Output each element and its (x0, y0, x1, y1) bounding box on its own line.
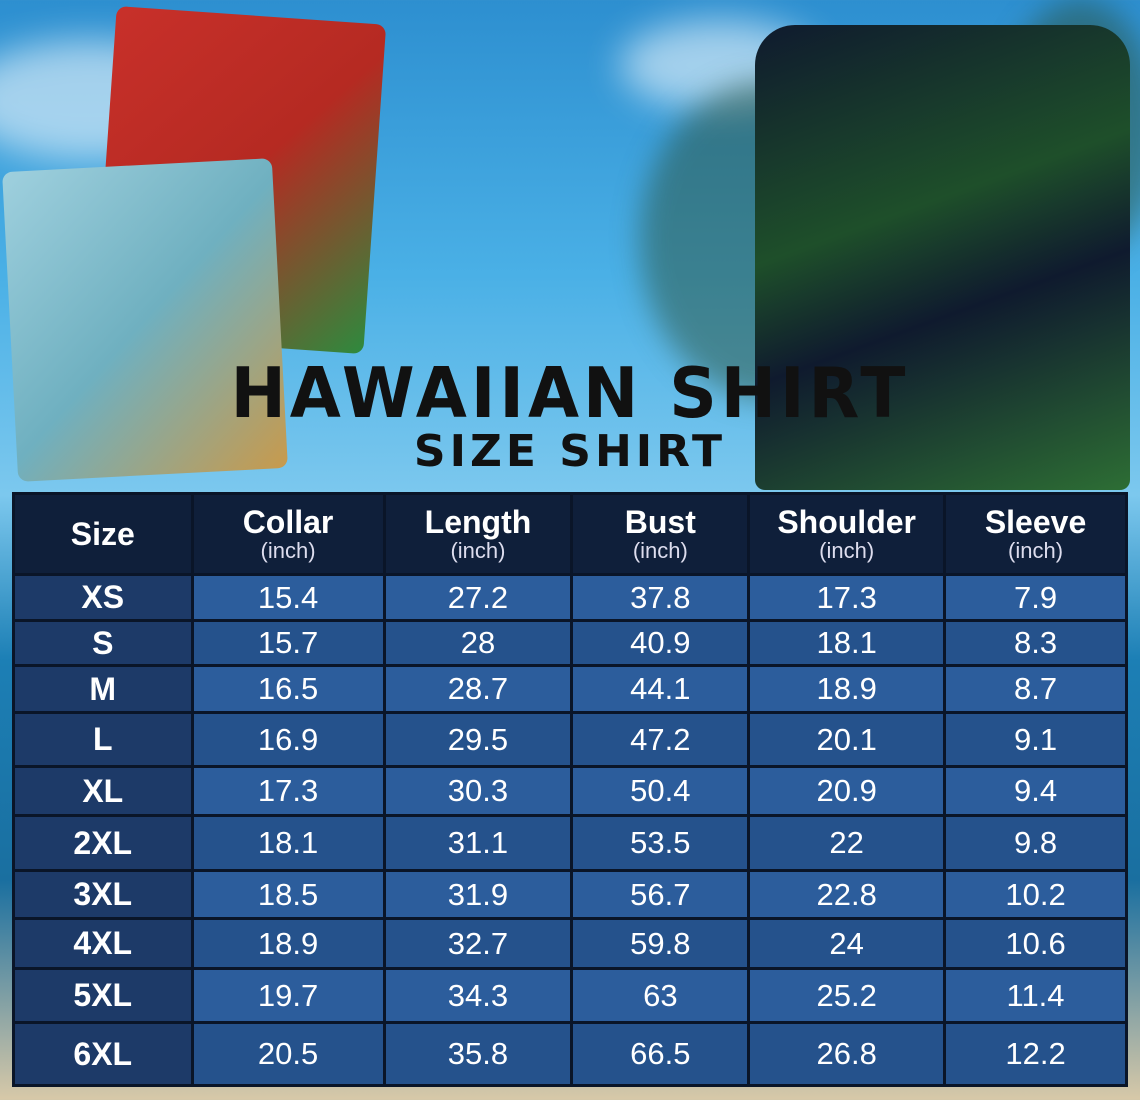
measurement-cell: 31.1 (382, 814, 574, 872)
size-cell: M (12, 664, 194, 714)
measurement-cell: 28 (382, 619, 574, 667)
page-subtitle: SIZE SHIRT (413, 426, 727, 477)
measurement-cell: 15.4 (190, 573, 386, 622)
measurement-cell: 30.3 (382, 765, 574, 817)
size-cell: S (12, 619, 194, 667)
column-header-unit: (inch) (450, 538, 506, 563)
column-header-unit: (inch) (1008, 538, 1064, 563)
measurement-cell: 63 (570, 967, 751, 1024)
size-cell: 5XL (12, 967, 194, 1024)
measurement-cell: 17.3 (190, 765, 386, 817)
measurement-cell: 47.2 (570, 711, 751, 768)
measurement-cell: 34.3 (382, 967, 574, 1024)
measurement-cell: 50.4 (570, 765, 751, 817)
size-cell: 2XL (12, 814, 194, 872)
measurement-cell: 20.5 (190, 1021, 386, 1087)
table-row: L 16.9 29.5 47.2 20.1 9.1 (12, 711, 1128, 768)
column-header-unit: (inch) (632, 538, 688, 563)
table-row: S 15.7 28 40.9 18.1 8.3 (12, 619, 1128, 667)
column-header: Collar (inch) (190, 492, 386, 576)
column-header-label: Sleeve (984, 504, 1087, 540)
measurement-cell: 44.1 (570, 664, 751, 714)
measurement-cell: 16.5 (190, 664, 386, 714)
measurement-cell: 10.6 (943, 917, 1128, 970)
column-header: Bust (inch) (570, 492, 751, 576)
measurement-cell: 9.1 (943, 711, 1128, 768)
measurement-cell: 16.9 (190, 711, 386, 768)
measurement-cell: 10.2 (943, 869, 1128, 920)
measurement-cell: 26.8 (747, 1021, 947, 1087)
measurement-cell: 59.8 (570, 917, 751, 970)
measurement-cell: 29.5 (382, 711, 574, 768)
measurement-cell: 15.7 (190, 619, 386, 667)
measurement-cell: 17.3 (747, 573, 947, 622)
measurement-cell: 24 (747, 917, 947, 970)
measurement-cell: 66.5 (570, 1021, 751, 1087)
measurement-cell: 25.2 (747, 967, 947, 1024)
measurement-cell: 18.9 (190, 917, 386, 970)
measurement-cell: 12.2 (943, 1021, 1128, 1087)
measurement-cell: 18.1 (190, 814, 386, 872)
measurement-cell: 35.8 (382, 1021, 574, 1087)
column-header-label: Collar (242, 504, 334, 540)
column-header-label: Size (70, 516, 135, 552)
table-row: 6XL 20.5 35.8 66.5 26.8 12.2 (12, 1021, 1128, 1087)
column-header: Sleeve (inch) (943, 492, 1128, 576)
measurement-cell: 11.4 (943, 967, 1128, 1024)
measurement-cell: 32.7 (382, 917, 574, 970)
size-cell: XS (12, 573, 194, 622)
measurement-cell: 40.9 (570, 619, 751, 667)
measurement-cell: 9.8 (943, 814, 1128, 872)
table-row: 2XL 18.1 31.1 53.5 22 9.8 (12, 814, 1128, 872)
measurement-cell: 20.1 (747, 711, 947, 768)
measurement-cell: 8.7 (943, 664, 1128, 714)
measurement-cell: 20.9 (747, 765, 947, 817)
measurement-cell: 9.4 (943, 765, 1128, 817)
table-row: 5XL 19.7 34.3 63 25.2 11.4 (12, 967, 1128, 1024)
measurement-cell: 37.8 (570, 573, 751, 622)
column-header: Size (12, 492, 194, 576)
measurement-cell: 19.7 (190, 967, 386, 1024)
size-cell: XL (12, 765, 194, 817)
measurement-cell: 56.7 (570, 869, 751, 920)
measurement-cell: 22.8 (747, 869, 947, 920)
column-header-label: Bust (624, 504, 696, 540)
table-row: XS 15.4 27.2 37.8 17.3 7.9 (12, 573, 1128, 622)
table-row: 3XL 18.5 31.9 56.7 22.8 10.2 (12, 869, 1128, 920)
size-cell: 3XL (12, 869, 194, 920)
measurement-cell: 31.9 (382, 869, 574, 920)
table-row: 4XL 18.9 32.7 59.8 24 10.6 (12, 917, 1128, 970)
measurement-cell: 18.5 (190, 869, 386, 920)
table-row: XL 17.3 30.3 50.4 20.9 9.4 (12, 765, 1128, 817)
measurement-cell: 18.9 (747, 664, 947, 714)
size-chart-table: Size Collar (inch) Length (inch) Bust (inch) Sh… (12, 492, 1128, 1087)
measurement-cell: 22 (747, 814, 947, 872)
measurement-cell: 53.5 (570, 814, 751, 872)
measurement-cell: 8.3 (943, 619, 1128, 667)
column-header-label: Shoulder (777, 504, 916, 540)
size-cell: L (12, 711, 194, 768)
page-title: HAWAIIAN SHIRT (230, 353, 910, 434)
flamingo-shirt-model-image (755, 25, 1130, 490)
column-header-unit: (inch) (819, 538, 875, 563)
column-header: Shoulder (inch) (747, 492, 947, 576)
size-cell: 4XL (12, 917, 194, 970)
measurement-cell: 27.2 (382, 573, 574, 622)
column-header-unit: (inch) (260, 538, 316, 563)
column-header-label: Length (424, 504, 532, 540)
column-header: Length (inch) (382, 492, 574, 576)
size-cell: 6XL (12, 1021, 194, 1087)
measurement-cell: 7.9 (943, 573, 1128, 622)
measurement-cell: 28.7 (382, 664, 574, 714)
table-row: M 16.5 28.7 44.1 18.9 8.7 (12, 664, 1128, 714)
table-header-row: Size Collar (inch) Length (inch) Bust (inch) Sh… (12, 492, 1128, 576)
measurement-cell: 18.1 (747, 619, 947, 667)
